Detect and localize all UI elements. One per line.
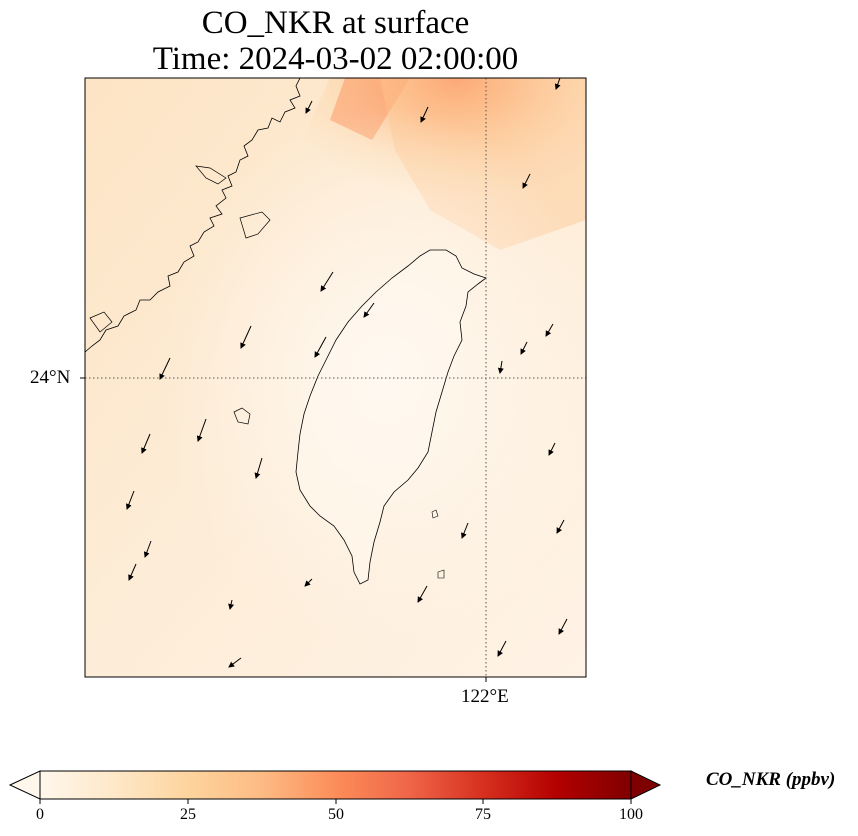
- map-subtitle-time: Time: 2024-03-02 02:00:00: [152, 41, 519, 77]
- wind-arrow: [128, 563, 137, 581]
- wind-arrow: [159, 357, 171, 380]
- wind-arrow: [254, 457, 263, 479]
- wind-arrow: [461, 522, 469, 539]
- colorbar-tick-75: 75: [475, 806, 491, 823]
- colorbar-extend-low: [8, 770, 41, 800]
- colorbar-label: CO_NKR (ppbv): [706, 769, 836, 790]
- coast-islet-2: [239, 211, 271, 239]
- wind-arrow: [240, 325, 252, 349]
- wind-arrow: [304, 578, 313, 587]
- lon-label-122e: 122°E: [461, 686, 509, 707]
- wind-arrow: [228, 657, 242, 668]
- wind-arrow: [520, 341, 528, 355]
- wind-arrow: [558, 618, 568, 635]
- colorbar-gradient: [40, 771, 631, 799]
- wind-arrow: [196, 418, 207, 442]
- coast-islet-3: [233, 407, 251, 425]
- lat-label-24n: 24°N: [30, 367, 71, 388]
- wind-arrow: [126, 490, 135, 510]
- wind-vectors: [126, 78, 568, 668]
- wind-arrow: [363, 302, 375, 318]
- coast-islet-1: [195, 165, 227, 185]
- wind-arrow: [545, 323, 554, 337]
- wind-arrow: [417, 585, 428, 603]
- map-field: [85, 78, 586, 677]
- map-title: CO_NKR at surface: [201, 5, 470, 41]
- wind-arrow: [143, 540, 152, 558]
- wind-arrow: [141, 433, 151, 454]
- wind-arrow: [554, 78, 561, 90]
- wind-arrow: [548, 442, 556, 456]
- taiwan-coastline: [295, 249, 487, 585]
- colorbar-tick-25: 25: [180, 806, 196, 823]
- colorbar-extend-high: [630, 770, 662, 800]
- colorbar: [8, 770, 662, 804]
- colorbar-tick-0: 0: [36, 806, 44, 823]
- colorbar-tick-100: 100: [619, 806, 643, 823]
- wind-arrow: [497, 360, 504, 374]
- wind-arrow: [320, 271, 334, 292]
- green-island: [437, 569, 445, 579]
- wind-arrow: [228, 599, 235, 610]
- wind-arrow: [314, 336, 327, 358]
- china-coastline: [85, 78, 301, 353]
- colorbar-tick-50: 50: [328, 806, 344, 823]
- wind-arrow: [497, 640, 507, 657]
- coast-islet-4: [89, 311, 113, 333]
- wind-arrow: [556, 519, 565, 534]
- wind-arrow: [522, 173, 531, 189]
- wind-arrow: [305, 100, 313, 114]
- wind-arrow: [420, 106, 429, 123]
- taiwan-small-island: [431, 509, 439, 519]
